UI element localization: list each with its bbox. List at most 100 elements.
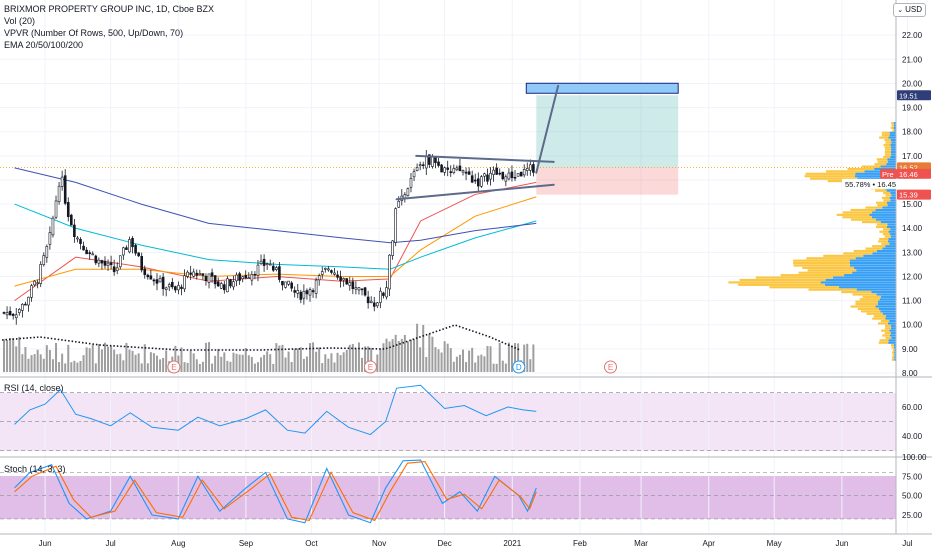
- volume-bar: [152, 353, 155, 372]
- volume-bar: [413, 338, 416, 372]
- earnings-marker-label: E: [171, 363, 176, 372]
- volume-bar: [409, 339, 412, 372]
- vpvr-up-bar: [885, 245, 896, 248]
- vpvr-up-bar: [869, 213, 896, 216]
- premarket-price-badge-bg: [897, 168, 931, 179]
- chevron-down-icon: ⌄: [897, 7, 904, 14]
- vpvr-down-bar: [805, 172, 856, 175]
- volume-bar: [532, 344, 535, 372]
- candle-body: [140, 256, 143, 271]
- vpvr-up-bar: [890, 199, 896, 202]
- candle-body: [293, 290, 297, 293]
- earnings-marker[interactable]: [167, 360, 181, 374]
- trendline-layer[interactable]: [395, 84, 560, 201]
- vpvr-up-bar: [824, 283, 896, 286]
- symbol-legend[interactable]: BRIXMOR PROPERTY GROUP INC, 1D, Cboe BZX: [4, 4, 215, 14]
- volume-bar: [201, 361, 204, 372]
- ema-line: [14, 167, 537, 244]
- vpvr-down-bar: [853, 249, 877, 253]
- volume-bar: [354, 348, 357, 372]
- volume-bar: [293, 348, 296, 372]
- vpvr-up-bar: [875, 218, 896, 221]
- candle-body: [327, 268, 330, 271]
- candle-body: [158, 277, 162, 283]
- volume-bar: [446, 343, 449, 372]
- candle-body: [8, 310, 12, 316]
- volume-bar: [107, 346, 110, 372]
- candle-body: [48, 232, 52, 245]
- candle-body: [486, 174, 489, 182]
- volume-bar: [198, 363, 201, 372]
- vpvr-down-bar: [885, 141, 892, 144]
- volume-bar: [526, 343, 529, 372]
- time-tick-label: Nov: [372, 539, 386, 548]
- vpvr-down-bar: [884, 146, 891, 149]
- vpvr-up-bar: [893, 126, 896, 130]
- vpvr-down-bar: [823, 254, 864, 257]
- vpvr-legend[interactable]: VPVR (Number Of Rows, 500, Up/Down, 70): [4, 28, 184, 38]
- candle-body: [27, 296, 30, 306]
- volume-bar: [73, 360, 76, 372]
- volume-bar: [465, 362, 468, 372]
- candle-body: [449, 171, 453, 173]
- candle-body: [480, 176, 483, 187]
- target-rectangle[interactable]: [525, 82, 679, 94]
- position-profit-zone[interactable]: [536, 95, 679, 168]
- volume-bar: [128, 349, 131, 372]
- vpvr-up-bar: [891, 148, 896, 151]
- vpvr-up-bar: [885, 315, 896, 318]
- volume-bar: [263, 354, 266, 372]
- candle-body: [268, 263, 272, 266]
- earnings-marker[interactable]: [604, 360, 618, 374]
- trendline[interactable]: [415, 154, 555, 163]
- currency-selector[interactable]: ⌄ USD: [893, 3, 926, 17]
- volume-bar: [309, 343, 311, 372]
- volume-bar: [367, 346, 370, 372]
- vpvr-up-bar: [871, 290, 896, 294]
- vpvr-down-bar: [892, 353, 895, 356]
- earnings-marker[interactable]: [363, 360, 377, 374]
- ema-legend[interactable]: EMA 20/50/100/200: [4, 40, 84, 50]
- stoch-tick-label: 75.00: [902, 472, 923, 481]
- vpvr-down-bar: [882, 228, 891, 231]
- vpvr-down-bar: [798, 271, 853, 274]
- candle-body: [434, 157, 437, 164]
- candle-body: [94, 255, 98, 264]
- rsi-title[interactable]: RSI (14, close): [4, 383, 64, 393]
- volume-bar: [97, 344, 100, 372]
- vpvr-up-bar: [889, 196, 896, 200]
- position-stop-zone[interactable]: [536, 167, 679, 195]
- candle-body: [164, 287, 168, 290]
- vpvr-down-bar: [862, 295, 881, 298]
- trendline[interactable]: [535, 84, 560, 174]
- volume-bar: [134, 354, 137, 372]
- currency-label: USD: [905, 5, 922, 14]
- vpvr-up-bar: [872, 211, 896, 214]
- candle-body: [125, 247, 128, 250]
- candle-body: [299, 291, 303, 300]
- candle-body: [394, 208, 397, 243]
- volume-bar: [156, 355, 158, 372]
- volume-legend[interactable]: Vol (20): [4, 16, 36, 26]
- time-axis[interactable]: Jun Jul Aug Sep Oct Nov Dec 2021 Feb Mar Apr May Jun…: [39, 539, 913, 548]
- vpvr-down-bar: [857, 307, 879, 311]
- vpvr-up-bar: [882, 247, 896, 250]
- vpvr-down-bar: [885, 194, 892, 197]
- earnings-marker[interactable]: [512, 360, 526, 374]
- volume-bar: [529, 359, 532, 372]
- candle-body: [409, 177, 413, 188]
- price-axis[interactable]: 22.0021.0020.0019.0018.0017.0016.0015.00…: [902, 31, 927, 520]
- candle-body: [17, 309, 21, 313]
- volume-bar: [471, 347, 474, 372]
- volume-bar: [119, 353, 122, 372]
- earnings-marker-label: E: [368, 363, 373, 372]
- volume-bar: [256, 362, 259, 372]
- candle-body: [85, 249, 88, 255]
- price-tick-label: 20.00: [902, 79, 923, 88]
- stoch-title[interactable]: Stoch (14, 3, 3): [4, 464, 66, 474]
- trendline[interactable]: [395, 183, 555, 201]
- premarket-tag-bg: [880, 168, 897, 179]
